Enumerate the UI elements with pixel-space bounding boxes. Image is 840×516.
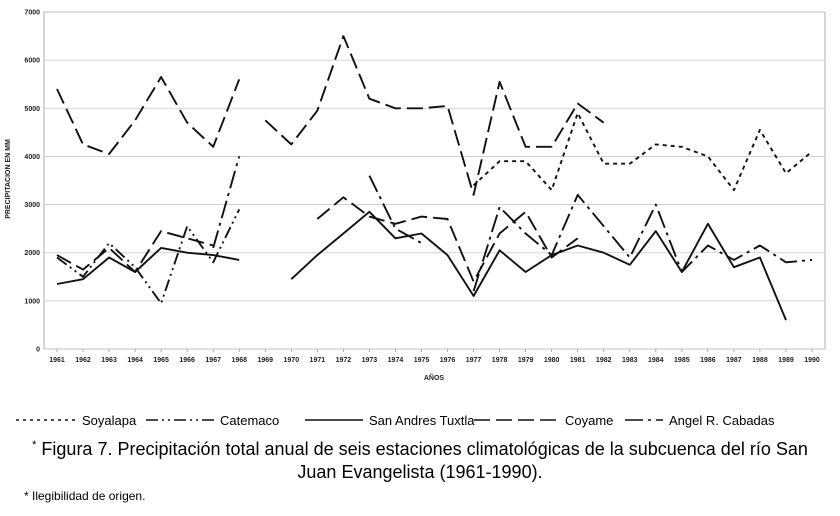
plot-lines: [56, 35, 813, 321]
y-tick-label: 1000: [24, 298, 40, 305]
x-tick-label: 1967: [205, 357, 221, 364]
caption-text: Figura 7. Precipitación total anual de s…: [41, 439, 808, 482]
grid: [43, 11, 826, 350]
y-tick-label: 4000: [24, 154, 40, 161]
series-line-san-andres-tuxtla: [56, 246, 240, 285]
y-tick-label: 2000: [24, 250, 40, 257]
x-tick-label: 1961: [49, 357, 65, 364]
figure-caption: * Figura 7. Precipitación total anual de…: [20, 434, 820, 484]
plot-frame: [43, 11, 826, 350]
x-axis: 1961 1962 1963 1964 1965 1966 1967 1968 1969 1970…: [49, 349, 820, 364]
x-tick-label: 1962: [75, 357, 91, 364]
x-tick-label: 1972: [336, 357, 352, 364]
x-tick-label: 1985: [674, 357, 690, 364]
x-tick-label: 1966: [179, 357, 195, 364]
y-tick-label: 0: [36, 347, 40, 354]
x-tick-label: 1986: [700, 357, 716, 364]
caption-marker: *: [32, 439, 37, 451]
x-tick-label: 1981: [570, 357, 586, 364]
series-line-angel-r-cabadas: [212, 156, 241, 249]
series-line-angel-r-cabadas: [368, 175, 422, 244]
x-tick-label: 1975: [414, 357, 430, 364]
series-line-soyalapa: [472, 112, 813, 192]
x-tick-label: 1984: [648, 357, 664, 364]
x-tick-label: 1978: [492, 357, 508, 364]
x-tick-label: 1973: [362, 357, 378, 364]
x-axis-title: AÑOS: [424, 373, 445, 382]
series-line-san-andres-tuxtla: [290, 210, 787, 321]
series-line-angel-r-cabadas: [472, 193, 813, 292]
series-line-coyame: [264, 35, 605, 196]
x-tick-label: 1977: [466, 357, 482, 364]
x-tick-label: 1971: [310, 357, 326, 364]
x-tick-label: 1964: [127, 357, 143, 364]
y-tick-label: 6000: [24, 58, 40, 65]
y-axis-title: PRECIPITACION EN MM: [5, 139, 12, 219]
x-tick-label: 1969: [257, 357, 273, 364]
legend: Soyalapa Catemaco San Andres Tuxtla Coyame A…: [16, 413, 775, 428]
y-tick-label: 7000: [24, 10, 40, 17]
footnote: * Ilegibilidad de origen.: [24, 489, 146, 503]
legend-label: San Andres Tuxtla: [369, 413, 475, 428]
legend-label: Angel R. Cabadas: [669, 413, 775, 428]
legend-label: Catemaco: [220, 413, 279, 428]
x-tick-label: 1963: [101, 357, 117, 364]
x-tick-label: 1988: [752, 357, 768, 364]
y-tick-label: 5000: [24, 106, 40, 113]
x-tick-label: 1968: [231, 357, 247, 364]
x-tick-label: 1974: [388, 357, 404, 364]
x-tick-label: 1983: [622, 357, 638, 364]
series-line-coyame: [56, 230, 214, 273]
x-tick-label: 1980: [544, 357, 560, 364]
x-tick-label: 1982: [596, 357, 612, 364]
x-tick-label: 1965: [153, 357, 169, 364]
x-tick-label: 1976: [440, 357, 456, 364]
series-line-coyame: [316, 196, 579, 283]
y-axis: 0 1000 2000 3000 4000 5000 6000 7000: [24, 10, 40, 354]
x-tick-label: 1989: [778, 357, 794, 364]
x-tick-label: 1987: [726, 357, 742, 364]
x-tick-label: 1970: [284, 357, 300, 364]
x-tick-label: 1990: [804, 357, 820, 364]
legend-label: Coyame: [565, 413, 613, 428]
legend-label: Soyalapa: [82, 413, 137, 428]
series-line-catemaco: [56, 208, 241, 305]
x-tick-label: 1979: [518, 357, 534, 364]
series-line-coyame: [56, 76, 241, 155]
y-tick-label: 3000: [24, 202, 40, 209]
